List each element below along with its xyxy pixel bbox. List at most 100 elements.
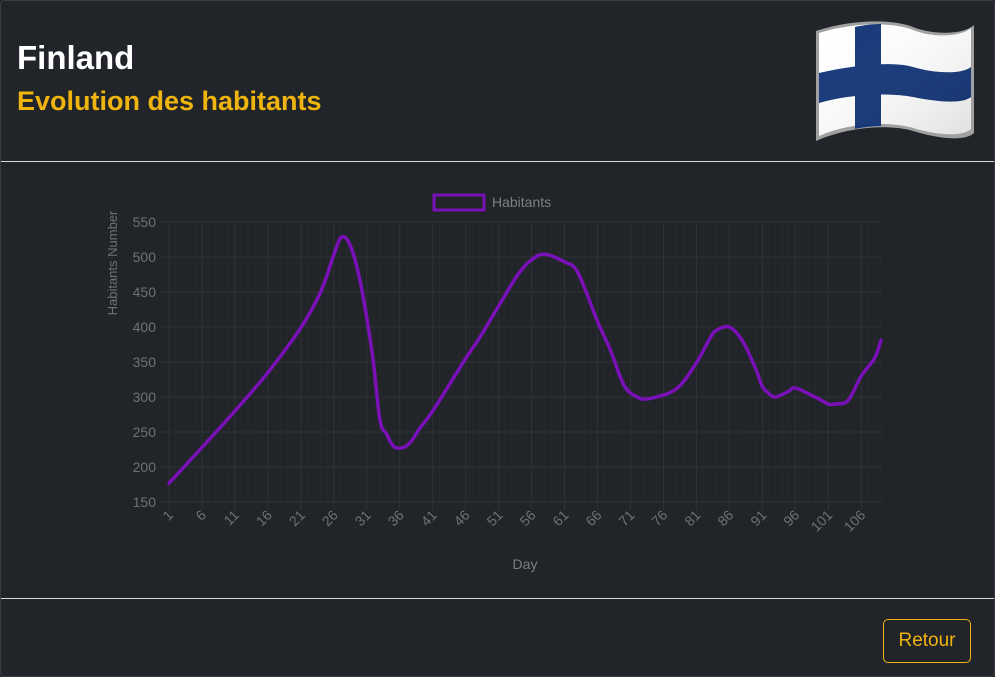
y-tick-label: 250 [133, 424, 157, 440]
data-point[interactable] [859, 374, 863, 378]
footer-divider [1, 598, 994, 599]
data-point[interactable] [767, 392, 771, 395]
data-point[interactable] [754, 367, 758, 371]
country-title: Finland [17, 39, 135, 76]
data-point[interactable] [371, 360, 375, 364]
data-point[interactable] [319, 290, 323, 294]
y-tick-label: 450 [133, 284, 157, 300]
chart-subtitle: Evolution des habitants [17, 86, 322, 116]
x-tick-label: 81 [681, 507, 703, 529]
data-point[interactable] [826, 402, 830, 406]
y-tick-label: 350 [133, 354, 157, 370]
data-point[interactable] [846, 399, 850, 402]
data-point[interactable] [530, 258, 534, 262]
data-point[interactable] [345, 238, 349, 241]
data-point[interactable] [365, 316, 369, 320]
data-point[interactable] [793, 386, 797, 390]
data-point[interactable] [648, 396, 652, 400]
x-tick-label: 86 [714, 507, 736, 529]
data-point[interactable] [497, 304, 501, 308]
data-point[interactable] [378, 418, 382, 422]
data-point[interactable] [714, 329, 718, 332]
legend-swatch[interactable] [432, 193, 486, 212]
x-tick-label: 6 [192, 507, 209, 524]
y-tick-label: 400 [133, 319, 157, 335]
data-point[interactable] [352, 253, 356, 257]
chart-series-layer [167, 234, 883, 485]
data-point[interactable] [200, 445, 204, 449]
data-point[interactable] [338, 236, 342, 240]
chart-legend[interactable]: Habitants [432, 193, 551, 212]
data-point[interactable] [833, 402, 837, 406]
chart-area: 150 200 250 300 350 400 450 500 550 1 6 11 16 21 26 31 3… [1, 162, 994, 598]
data-point[interactable] [774, 395, 778, 399]
x-tick-label: 16 [253, 507, 275, 529]
data-point[interactable] [398, 446, 402, 450]
x-tick-label: 66 [582, 507, 604, 529]
x-tick-label: 91 [747, 507, 769, 529]
data-point[interactable] [167, 481, 171, 485]
x-tick-label: 106 [841, 507, 869, 535]
data-point[interactable] [596, 319, 600, 323]
data-point[interactable] [332, 253, 336, 257]
data-point[interactable] [358, 280, 362, 283]
chart-grid [161, 221, 882, 510]
data-point[interactable] [622, 383, 626, 387]
data-point[interactable] [233, 409, 237, 413]
data-point[interactable] [872, 357, 876, 360]
y-tick-label: 550 [133, 214, 157, 230]
y-tick-label: 200 [133, 459, 157, 475]
x-tick-label: 31 [352, 507, 374, 529]
data-point[interactable] [418, 427, 422, 430]
x-tick-label: 71 [615, 507, 637, 529]
legend-label[interactable]: Habitants [492, 194, 551, 210]
data-point[interactable] [576, 270, 580, 274]
retour-button[interactable]: Retour [883, 619, 971, 663]
x-tick-label: 21 [286, 507, 308, 529]
data-point[interactable] [543, 252, 547, 256]
data-point[interactable] [563, 260, 567, 264]
x-tick-label: 26 [319, 507, 341, 529]
x-tick-label: 36 [385, 507, 407, 529]
data-point[interactable] [813, 395, 817, 399]
data-point[interactable] [635, 395, 639, 399]
data-point[interactable] [431, 409, 435, 413]
card-footer: Retour [1, 599, 994, 676]
data-point[interactable] [385, 432, 389, 436]
data-point[interactable] [411, 437, 415, 441]
x-tick-label: 96 [780, 507, 802, 529]
data-point[interactable] [391, 444, 395, 448]
data-point[interactable] [694, 361, 698, 365]
y-tick-label: 150 [133, 494, 157, 510]
data-point[interactable] [516, 272, 520, 276]
x-tick-label: 11 [220, 507, 242, 529]
x-tick-label: 1 [159, 507, 176, 524]
x-tick-label: 101 [808, 507, 836, 535]
x-tick-label: 61 [549, 507, 571, 529]
x-axis-title: Day [513, 556, 538, 572]
x-tick-label: 46 [450, 507, 472, 529]
x-tick-label: 76 [648, 507, 670, 529]
x-tick-label: 41 [417, 507, 439, 529]
x-tick-label: 51 [483, 507, 505, 529]
data-point[interactable] [741, 339, 745, 343]
data-point[interactable] [879, 338, 883, 342]
data-point[interactable] [266, 371, 270, 374]
data-point[interactable] [464, 357, 468, 360]
data-point[interactable] [787, 389, 791, 393]
header-divider [1, 161, 994, 162]
data-point[interactable] [609, 349, 613, 353]
data-point[interactable] [404, 444, 408, 448]
data-point[interactable] [708, 337, 712, 341]
data-point[interactable] [299, 326, 303, 330]
data-point[interactable] [675, 387, 679, 391]
data-point[interactable] [477, 337, 481, 341]
card-header: Finland Evolution des habitants [1, 1, 994, 161]
data-point[interactable] [727, 325, 731, 329]
y-tick-label: 300 [133, 389, 157, 405]
y-tick-label: 500 [133, 249, 157, 265]
finland-flag-icon [816, 21, 974, 141]
data-point[interactable] [760, 385, 764, 388]
